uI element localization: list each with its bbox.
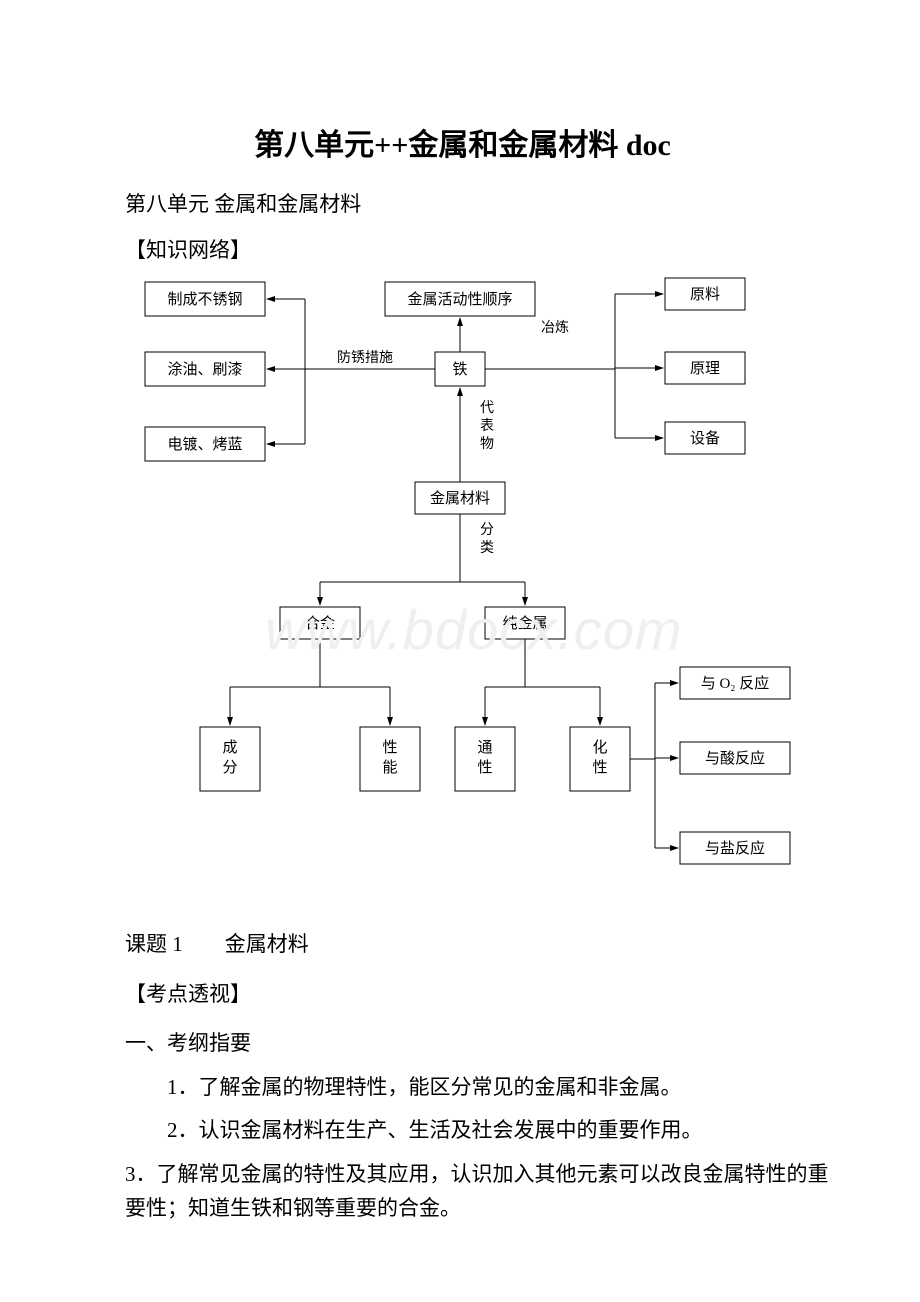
- box-raw: 原料: [690, 286, 720, 303]
- box-composition-2: 分: [222, 759, 237, 776]
- label-class-2: 类: [480, 540, 494, 556]
- page: 第八单元++金属和金属材料 doc 第八单元 金属和金属材料 【知识网络】 ww…: [0, 0, 920, 1285]
- box-paint: 涂油、刷漆: [167, 361, 242, 378]
- paragraph-1: 1．了解金属的物理特性，能区分常见的金属和非金属。: [125, 1071, 830, 1105]
- knowledge-heading: 【知识网络】: [125, 234, 830, 264]
- box-principle: 原理: [690, 361, 720, 377]
- box-react-salt: 与盐反应: [705, 839, 765, 857]
- box-plating: 电镀、烤蓝: [167, 436, 242, 453]
- exam-heading: 【考点透视】: [125, 978, 830, 1012]
- box-chemprop-2: 性: [592, 759, 607, 776]
- box-alloy: 合金: [305, 615, 335, 632]
- label-rep-3: 物: [480, 436, 494, 452]
- box-chemprop-1: 化: [592, 739, 607, 756]
- knowledge-diagram: www.bdocx.com 制成不锈钢 涂油、刷漆 电镀、烤蓝 金属活动性顺序 …: [125, 272, 825, 912]
- box-composition-1: 成: [222, 739, 237, 756]
- page-title: 第八单元++金属和金属材料 doc: [95, 120, 830, 164]
- box-equipment: 设备: [690, 430, 720, 447]
- box-metal-material: 金属材料: [430, 490, 490, 507]
- box-iron: 铁: [452, 361, 467, 378]
- label-class-1: 分: [480, 522, 494, 538]
- label-rust: 防锈措施: [337, 350, 393, 366]
- box-generality-2: 性: [477, 759, 492, 776]
- box-stainless: 制成不锈钢: [167, 291, 242, 308]
- label-rep-1: 代: [480, 400, 494, 416]
- box-performance-2: 能: [382, 759, 397, 776]
- label-smelt: 冶炼: [541, 320, 569, 336]
- diagram-svg: 制成不锈钢 涂油、刷漆 电镀、烤蓝 金属活动性顺序 铁 原料 原理 设备 金属材…: [125, 272, 825, 912]
- box-react-acid: 与酸反应: [705, 749, 765, 767]
- box-react-o2: 与 O₂ 反应: [701, 674, 770, 692]
- chapter-subtitle: 第八单元 金属和金属材料: [125, 188, 830, 218]
- topic-1-heading: 课题 1 金属材料: [125, 928, 830, 962]
- paragraph-3: 3．了解常见金属的特性及其应用，认识加入其他元素可以改良金属特性的重要性；知道生…: [125, 1158, 830, 1225]
- box-generality-1: 通: [477, 739, 492, 756]
- box-pure-metal: 纯金属: [502, 615, 547, 632]
- box-activity: 金属活动性顺序: [407, 291, 512, 308]
- outline-heading: 一、考纲指要: [125, 1027, 830, 1061]
- box-performance-1: 性: [382, 739, 397, 756]
- paragraph-2: 2．认识金属材料在生产、生活及社会发展中的重要作用。: [125, 1114, 830, 1148]
- label-rep-2: 表: [480, 418, 494, 434]
